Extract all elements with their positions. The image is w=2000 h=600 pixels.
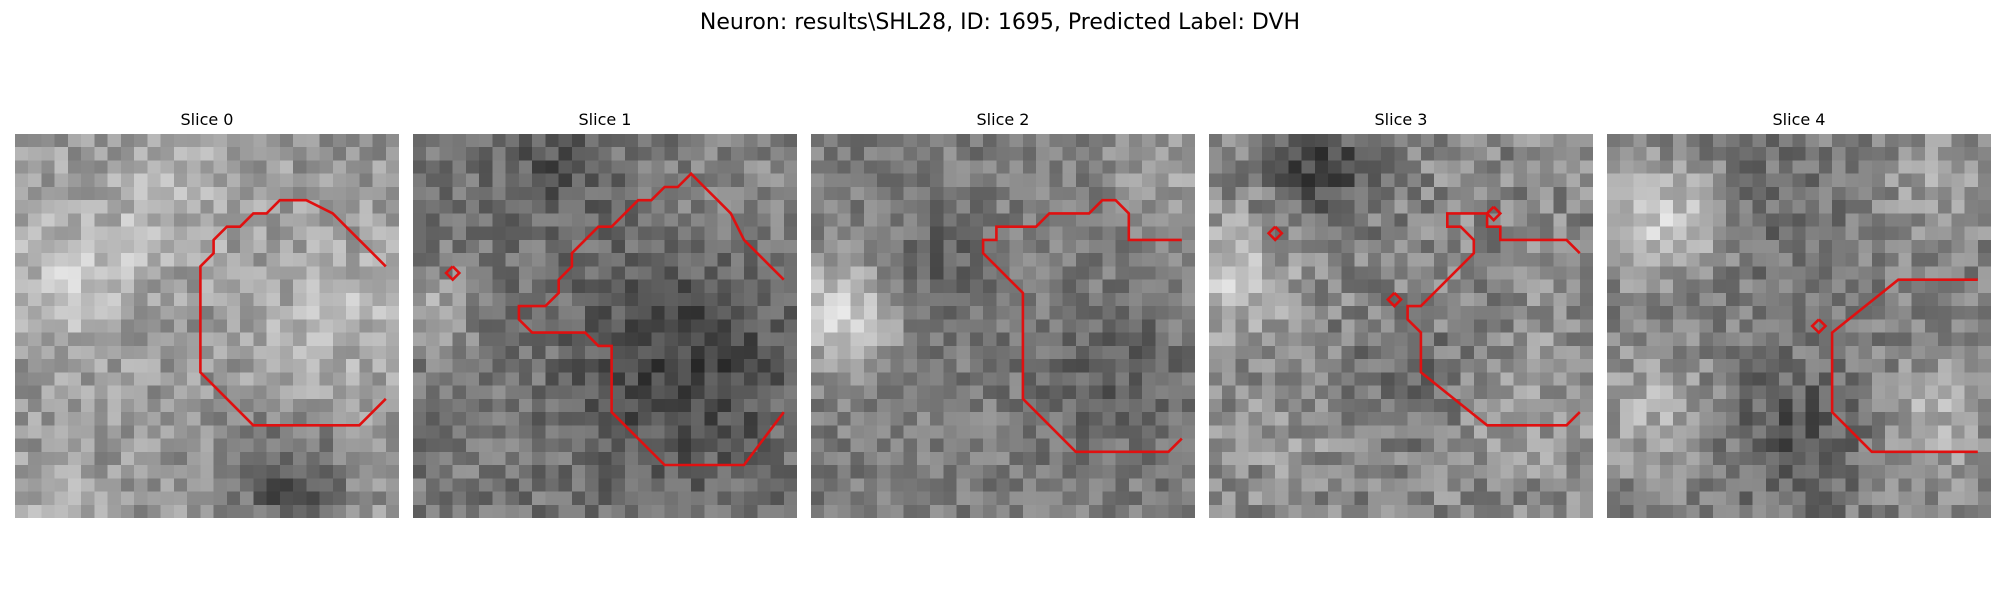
slice-image-svg-3 (1209, 134, 1593, 518)
slice-title-2: Slice 2 (811, 110, 1195, 129)
slice-title-0: Slice 0 (15, 110, 399, 129)
slice-image-0 (15, 134, 399, 518)
slice-image-svg-0 (15, 134, 399, 518)
pixel-grid (1209, 134, 1593, 518)
pixel-grid (811, 134, 1195, 518)
slice-title-1: Slice 1 (413, 110, 797, 129)
pixel-grid (1607, 134, 1991, 518)
figure-title: Neuron: results\SHL28, ID: 1695, Predict… (0, 10, 2000, 35)
slice-image-svg-1 (413, 134, 797, 518)
slice-title-4: Slice 4 (1607, 110, 1991, 129)
slice-image-svg-4 (1607, 134, 1991, 518)
slice-image-3 (1209, 134, 1593, 518)
slice-image-2 (811, 134, 1195, 518)
slice-title-3: Slice 3 (1209, 110, 1593, 129)
pixel-grid (413, 134, 797, 518)
slice-image-4 (1607, 134, 1991, 518)
slice-image-svg-2 (811, 134, 1195, 518)
slice-image-1 (413, 134, 797, 518)
pixel-grid (15, 134, 399, 518)
